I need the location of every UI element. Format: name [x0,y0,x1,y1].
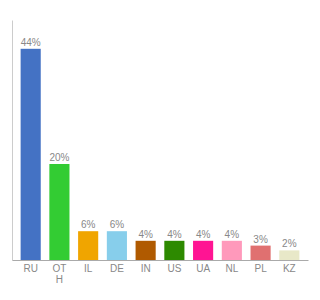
bar [21,49,41,260]
bars [21,49,300,260]
x-tick: PL [254,263,267,274]
bar [222,241,242,260]
x-tick-label-line: KZ [283,263,296,274]
data-label: 6% [81,219,96,230]
data-label: 2% [282,238,297,249]
x-tick: IN [141,263,151,274]
x-tick-label: NL [225,263,238,274]
chart-container: RU OTH IL DE IN US UA NL PL KZ 44% 20% 6% 6% 4% 4% 4% 4% 3… [0,0,320,300]
x-axis: RU OTH IL DE IN US UA NL PL KZ [13,261,309,286]
data-label: 3% [253,234,268,245]
x-tick-label: UA [196,263,210,274]
plot-area: RU OTH IL DE IN US UA NL PL KZ 44% 20% 6% 6% 4% 4% 4% 4% 3… [13,21,309,286]
x-tick-label: KZ [283,263,296,274]
y-axis-line [12,21,13,261]
bar [279,250,299,260]
x-tick-label: PL [254,263,267,274]
x-tick-label-line: PL [254,263,267,274]
x-tick: IL [84,263,93,274]
x-tick: NL [225,263,238,274]
x-tick-label-line: RU [23,263,37,274]
x-tick-label-line: DE [110,263,124,274]
x-tick-label-line: UA [196,263,210,274]
bar [136,241,156,260]
x-tick-label-line: IL [84,263,93,274]
x-tick: RU [23,263,37,274]
x-tick-label: RU [23,263,37,274]
bar [193,241,213,260]
x-tick: KZ [283,263,296,274]
x-tick: DE [110,263,124,274]
x-tick-label: US [167,263,181,274]
x-tick-label-line: NL [225,263,238,274]
x-tick-label: IL [84,263,93,274]
bar [49,164,69,260]
data-label: 6% [110,219,125,230]
x-tick: UA [196,263,210,274]
data-label: 44% [21,37,41,48]
chart-svg: RU OTH IL DE IN US UA NL PL KZ 44% 20% 6% 6% 4% 4% 4% 4% 3… [0,0,320,300]
bar [107,231,127,260]
x-tick-label: OTH [52,263,66,285]
x-tick-label-line: OT [52,263,66,274]
x-tick-label: IN [141,263,151,274]
x-tick-label-line: US [167,263,181,274]
data-label: 4% [167,229,182,240]
data-label: 4% [138,229,153,240]
x-tick-label-line: IN [141,263,151,274]
data-label: 4% [196,229,211,240]
y-axis [12,21,13,261]
x-tick-label: DE [110,263,124,274]
x-axis-line [13,260,309,261]
bar [251,246,271,260]
bar [164,241,184,260]
x-tick: OTH [52,263,66,285]
x-tick: US [167,263,181,274]
bar [78,231,98,260]
data-label: 4% [225,229,240,240]
data-labels: 44% 20% 6% 6% 4% 4% 4% 4% 3% 2% [21,37,297,250]
x-tick-label-line: H [56,274,63,285]
data-label: 20% [49,152,69,163]
